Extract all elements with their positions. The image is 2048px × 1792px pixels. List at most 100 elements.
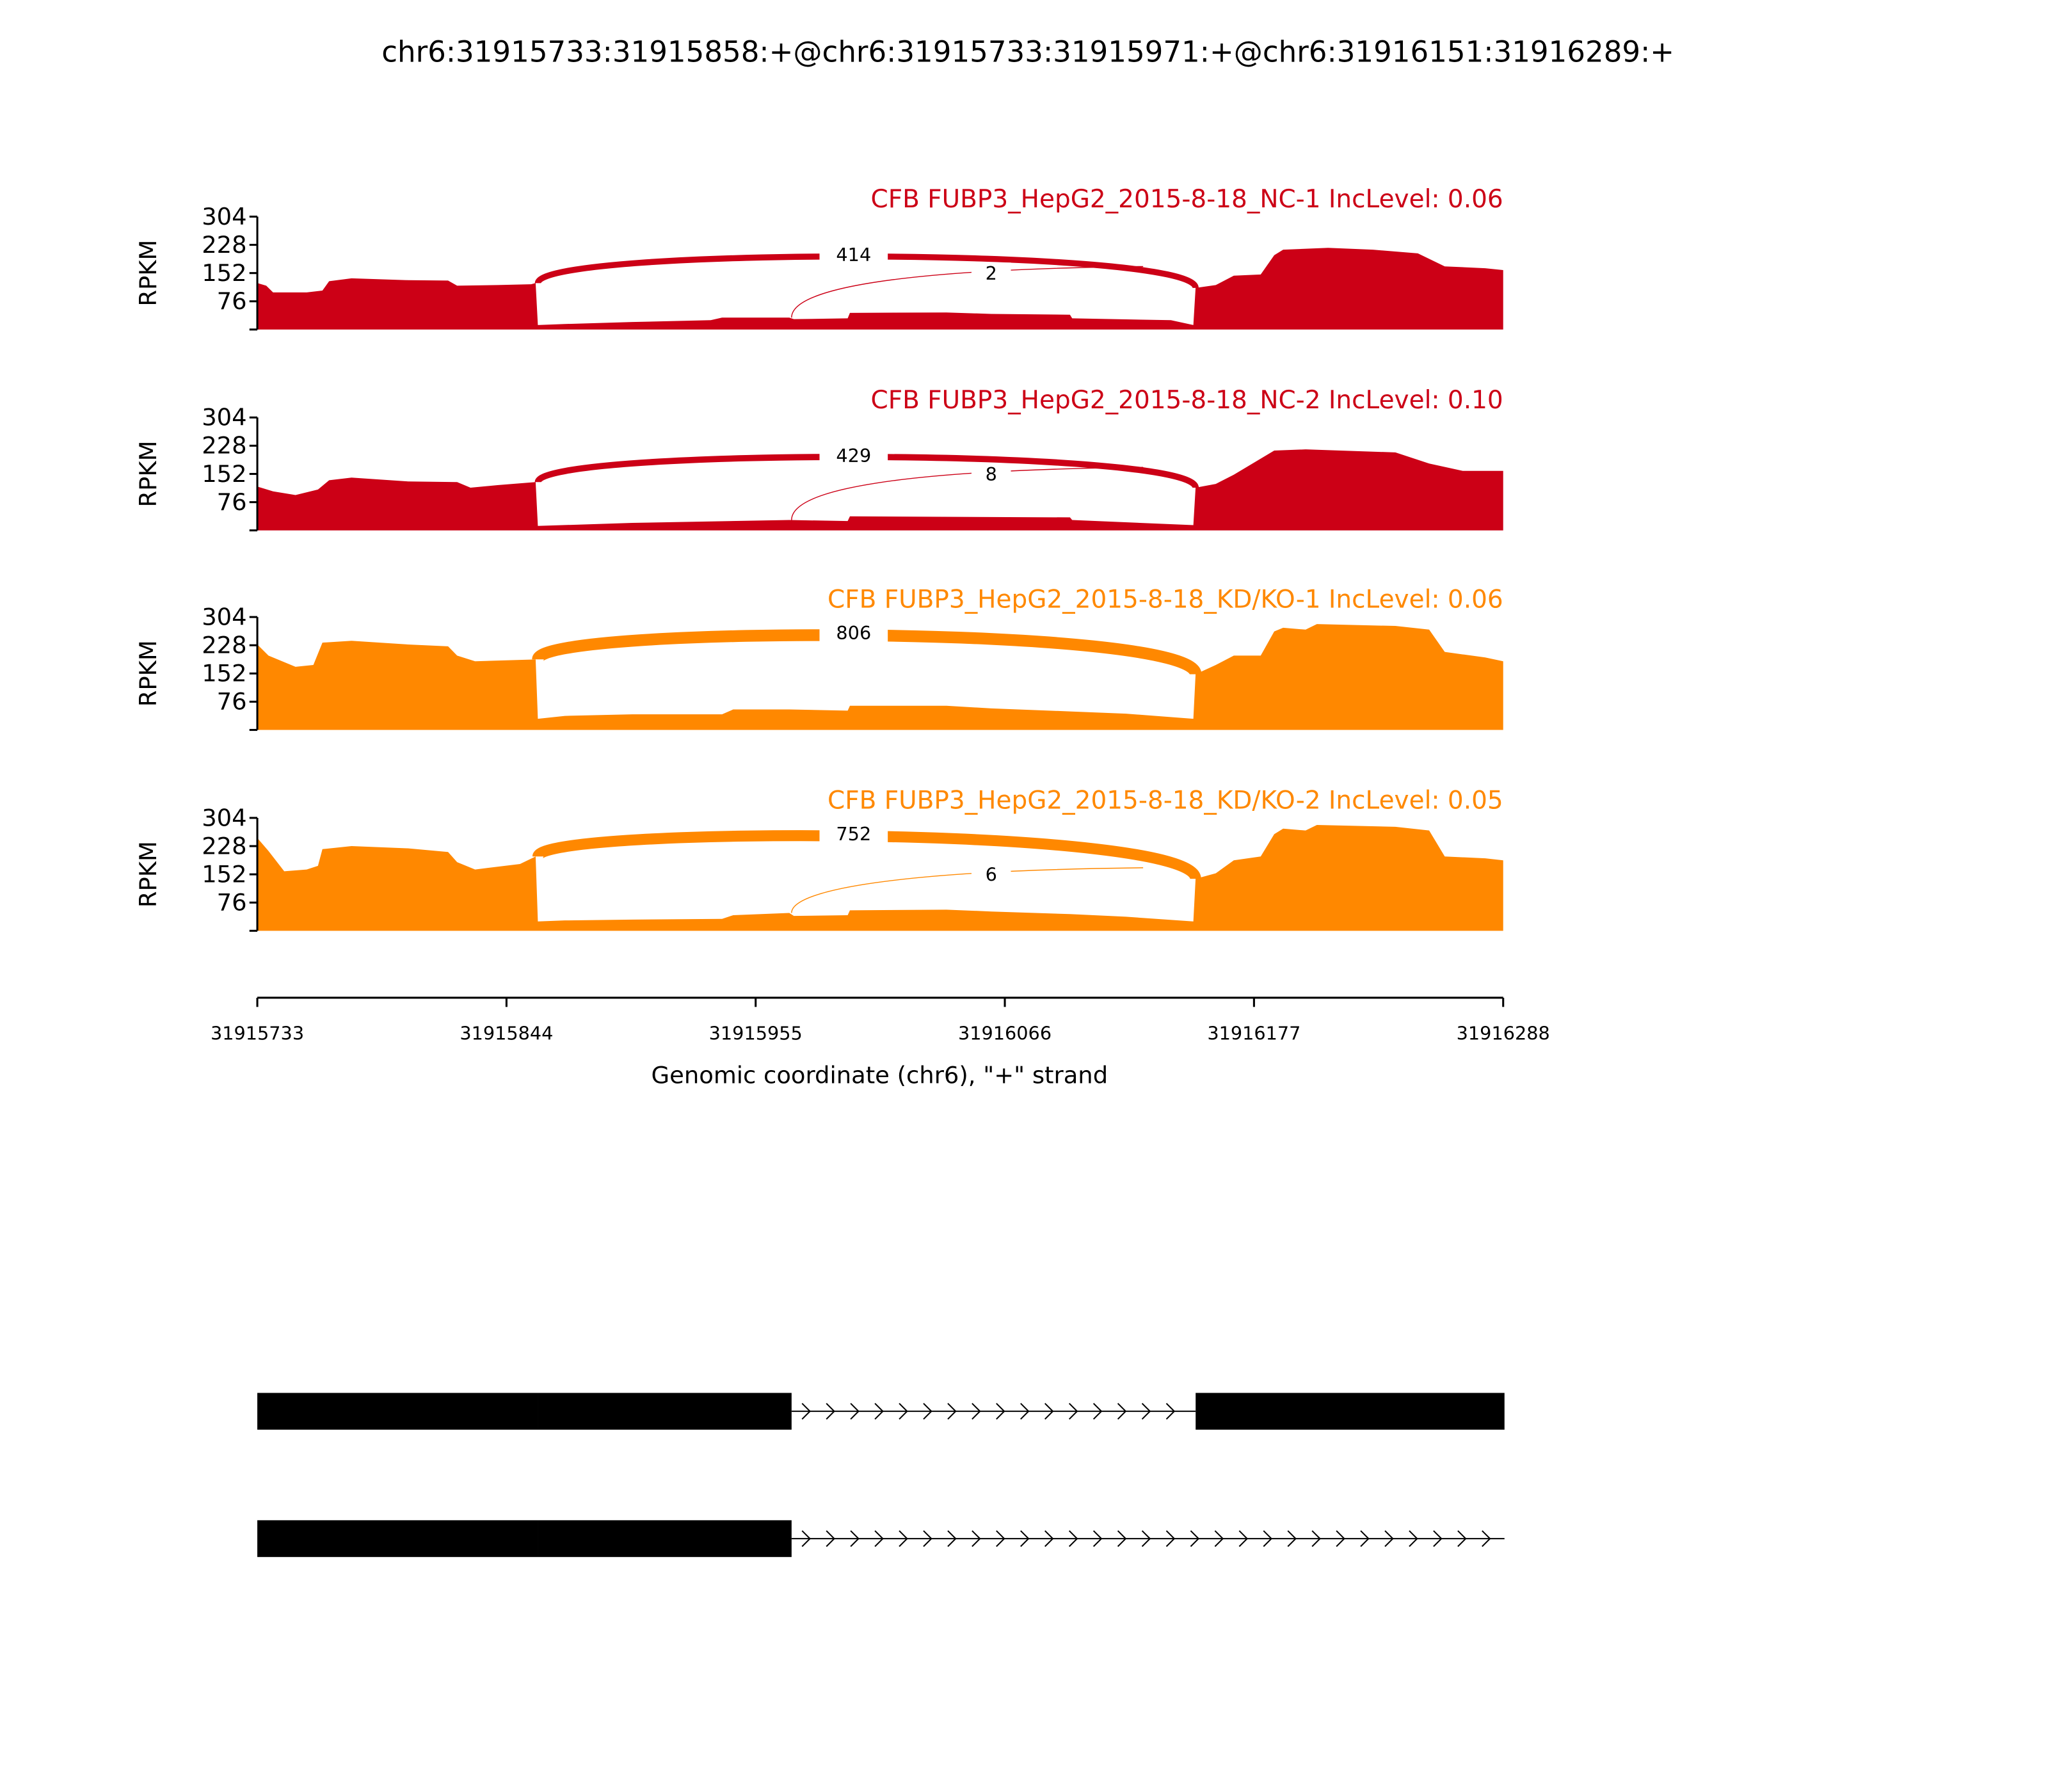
- strand-arrow-icon: [1165, 1530, 1176, 1548]
- x-axis-label: Genomic coordinate (chr6), "+" strand: [652, 1061, 1108, 1089]
- y-axis-label: RPKM: [134, 240, 162, 307]
- strand-arrow-icon: [1287, 1530, 1297, 1548]
- strand-arrow-icon: [1141, 1403, 1151, 1420]
- y-tick-label: 152: [202, 460, 246, 488]
- coverage-area: [257, 449, 1503, 531]
- x-tick-label: 31916066: [958, 1023, 1052, 1044]
- coverage-area: [257, 825, 1503, 931]
- strand-arrow-icon: [996, 1530, 1005, 1548]
- strand-arrow-icon: [1409, 1530, 1418, 1548]
- y-tick-label: 152: [202, 860, 246, 888]
- y-tick-label: 76: [217, 287, 247, 315]
- coverage-area: [257, 624, 1503, 730]
- strand-arrow-icon: [1433, 1530, 1443, 1548]
- panel-title: CFB FUBP3_HepG2_2015-8-18_NC-2 IncLevel:…: [870, 386, 1503, 415]
- strand-arrow-icon: [874, 1403, 884, 1420]
- strand-arrow-icon: [1092, 1403, 1103, 1420]
- strand-arrow-icon: [947, 1530, 957, 1548]
- strand-arrow-icon: [923, 1530, 932, 1548]
- panel-title: CFB FUBP3_HepG2_2015-8-18_NC-1 IncLevel:…: [870, 185, 1503, 214]
- strand-arrow-icon: [1044, 1530, 1054, 1548]
- coverage-area: [257, 248, 1503, 330]
- exon-block: [257, 1393, 538, 1430]
- y-tick-label: 228: [202, 432, 246, 460]
- y-axis-label: RPKM: [134, 841, 162, 908]
- strand-arrow-icon: [874, 1530, 884, 1548]
- strand-arrow-icon: [1020, 1530, 1030, 1548]
- strand-arrow-icon: [1238, 1530, 1249, 1548]
- exon-block: [257, 1520, 538, 1557]
- junction-arc: [791, 867, 1144, 913]
- gene-tracks: [257, 1393, 1505, 1557]
- strand-arrow-icon: [1263, 1530, 1273, 1548]
- strand-arrow-icon: [972, 1530, 981, 1548]
- y-tick-label: 304: [202, 203, 246, 230]
- panel-title: CFB FUBP3_HepG2_2015-8-18_KD/KO-2 IncLev…: [828, 787, 1503, 815]
- strand-arrow-icon: [1092, 1530, 1103, 1548]
- y-tick-label: 152: [202, 660, 246, 687]
- y-tick-label: 228: [202, 231, 246, 259]
- junction-arc: [791, 467, 1144, 520]
- y-tick-label: 76: [217, 488, 247, 516]
- strand-arrow-icon: [801, 1530, 812, 1548]
- exon-block: [1196, 1393, 1505, 1430]
- junction-count: 6: [986, 863, 997, 885]
- strand-arrow-icon: [1117, 1403, 1127, 1420]
- strand-arrow-icon: [923, 1403, 932, 1420]
- panel-title: CFB FUBP3_HepG2_2015-8-18_KD/KO-1 IncLev…: [828, 586, 1503, 614]
- chart-title: chr6:31915733:31915858:+@chr6:31915733:3…: [381, 35, 1674, 68]
- y-tick-label: 304: [202, 404, 246, 431]
- junction-label-box: [819, 244, 888, 266]
- gene-track-1: [257, 1393, 1505, 1430]
- x-tick-label: 31916288: [1457, 1023, 1550, 1044]
- x-tick-label: 31916177: [1207, 1023, 1300, 1044]
- strand-arrow-icon: [1336, 1530, 1345, 1548]
- strand-arrow-icon: [1457, 1530, 1467, 1548]
- y-tick-label: 228: [202, 832, 246, 860]
- y-tick-label: 76: [217, 889, 247, 916]
- x-tick-label: 31915955: [709, 1023, 803, 1044]
- x-tick-label: 31915733: [211, 1023, 304, 1044]
- exon-block: [538, 1520, 792, 1557]
- strand-arrow-icon: [1068, 1403, 1078, 1420]
- strand-arrow-icon: [826, 1530, 835, 1548]
- gene-track-2: [257, 1520, 1505, 1557]
- y-tick-label: 304: [202, 804, 246, 831]
- junction-count: 806: [836, 622, 871, 644]
- junction-count: 8: [986, 463, 997, 485]
- strand-arrow-icon: [1165, 1403, 1176, 1420]
- strand-arrow-icon: [1482, 1530, 1491, 1548]
- strand-arrow-icon: [996, 1403, 1005, 1420]
- x-tick-label: 31915844: [460, 1023, 553, 1044]
- junction-label-box: [971, 863, 1011, 885]
- y-tick-label: 304: [202, 603, 246, 630]
- strand-arrow-icon: [1020, 1403, 1030, 1420]
- y-tick-label: 76: [217, 688, 247, 716]
- strand-arrow-icon: [1360, 1530, 1370, 1548]
- strand-arrow-icon: [1044, 1403, 1054, 1420]
- y-tick-label: 152: [202, 259, 246, 287]
- strand-arrow-icon: [801, 1403, 812, 1420]
- x-axis: 31915733 31915844 31915955 31916066 31916177…: [211, 996, 1550, 1044]
- exon-block: [538, 1393, 792, 1430]
- junction-count: 429: [836, 445, 871, 467]
- junction-label-box: [819, 823, 888, 844]
- junction-label-box: [971, 463, 1011, 484]
- strand-arrow-icon: [1117, 1530, 1127, 1548]
- junction-count: 752: [836, 823, 871, 845]
- junction-arc: [791, 266, 1144, 318]
- strand-arrow-icon: [1311, 1530, 1321, 1548]
- junction-label-box: [819, 622, 888, 644]
- junction-label-box: [971, 262, 1011, 284]
- strand-arrow-icon: [850, 1403, 860, 1420]
- strand-arrow-icon: [899, 1403, 908, 1420]
- strand-arrow-icon: [899, 1530, 908, 1548]
- strand-arrow-icon: [1190, 1530, 1200, 1548]
- strand-arrow-icon: [1384, 1530, 1394, 1548]
